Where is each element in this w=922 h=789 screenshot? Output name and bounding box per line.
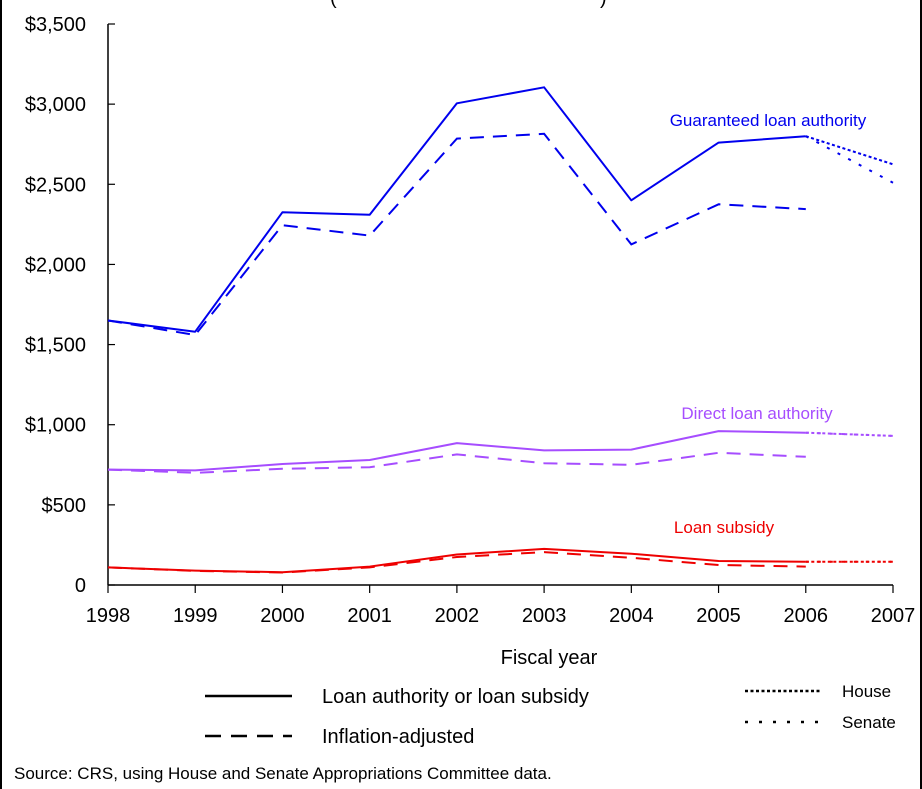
x-tick-label: 2007 bbox=[871, 605, 916, 627]
legend-house-label: House bbox=[842, 682, 891, 701]
direct-loan-authority-adjusted-line bbox=[107, 451, 806, 474]
loan-subsidy-label: Loan subsidy bbox=[674, 518, 775, 537]
guaranteed-loan-authority-senate-line bbox=[805, 135, 894, 184]
series-labels: Guaranteed loan authority Direct loan aut… bbox=[670, 111, 867, 537]
legend-dashed-label: Inflation-adjusted bbox=[322, 726, 474, 748]
x-tick-label: 2001 bbox=[347, 605, 392, 627]
axes bbox=[107, 24, 893, 586]
direct-loan-authority-label: Direct loan authority bbox=[681, 404, 833, 423]
y-tick-label: 0 bbox=[75, 575, 86, 597]
y-tick-label: $3,000 bbox=[25, 94, 86, 116]
x-tick-label: 1999 bbox=[173, 605, 218, 627]
y-tick-label: $2,500 bbox=[25, 174, 86, 196]
chart-title-fragment: ( bbox=[330, 0, 337, 9]
legend-solid-label: Loan authority or loan subsidy bbox=[322, 686, 589, 708]
y-tick-label: $1,000 bbox=[25, 415, 86, 437]
loan-subsidy-nominal-line bbox=[107, 547, 806, 574]
y-tick-label: $1,500 bbox=[25, 335, 86, 357]
loan-subsidy-adjusted-line bbox=[107, 551, 806, 574]
x-tick-label: 1998 bbox=[86, 605, 131, 627]
series-lines bbox=[107, 86, 894, 574]
direct-loan-authority-senate-line bbox=[805, 431, 894, 437]
x-tick-label: 2003 bbox=[522, 605, 567, 627]
x-tick-label: 2005 bbox=[696, 605, 741, 627]
x-tick-label: 2006 bbox=[784, 605, 829, 627]
x-tick-label: 2004 bbox=[609, 605, 654, 627]
legend-senate-label: Senate bbox=[842, 713, 896, 732]
guaranteed-loan-authority-house-line bbox=[805, 135, 894, 166]
guaranteed-loan-authority-adjusted-line bbox=[107, 132, 806, 337]
guaranteed-loan-authority-label: Guaranteed loan authority bbox=[670, 111, 867, 130]
x-tick-label: 2000 bbox=[260, 605, 305, 627]
y-tick-label: $2,000 bbox=[25, 254, 86, 276]
x-axis-ticks: 1998 1999 2000 2001 2002 2003 2004 2005 2006 2007 bbox=[86, 585, 916, 627]
source-note: Source: CRS, using House and Senate Appr… bbox=[14, 764, 552, 783]
legend: Loan authority or loan subsidy Inflation… bbox=[205, 682, 896, 748]
x-tick-label: 2002 bbox=[435, 605, 480, 627]
y-tick-label: $500 bbox=[42, 495, 87, 517]
y-axis-ticks: 0 $500 $1,000 $1,500 $2,000 $2,500 $3,000 $3,50… bbox=[25, 14, 115, 597]
direct-loan-authority-nominal-line bbox=[107, 430, 806, 472]
y-tick-label: $3,500 bbox=[25, 14, 86, 36]
chart-title-fragment-close: ) bbox=[600, 0, 607, 9]
guaranteed-loan-authority-nominal-line bbox=[107, 86, 806, 333]
x-axis-title: Fiscal year bbox=[501, 647, 598, 669]
